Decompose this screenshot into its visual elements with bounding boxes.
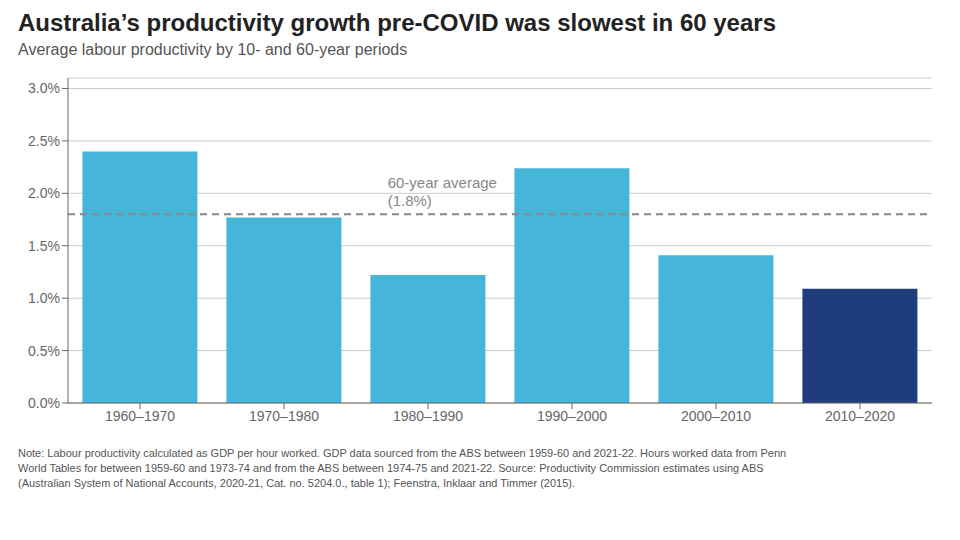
svg-text:0.0%: 0.0% (28, 395, 60, 411)
svg-text:1.5%: 1.5% (28, 238, 60, 254)
svg-text:2010–2020: 2010–2020 (825, 408, 895, 424)
html-text:Note: Labour productivity calc: Note: Labour productivity calculated as … (18, 447, 787, 459)
svg-text:2000–2010: 2000–2010 (681, 408, 751, 424)
svg-text:0.5%: 0.5% (28, 343, 60, 359)
svg-text:1960–1970: 1960–1970 (105, 408, 175, 424)
svg-text:3.0%: 3.0% (28, 80, 60, 96)
svg-text:60-year average(1.8%): 60-year average(1.8%) (388, 174, 497, 209)
html-text:Average labour productivity by: Average labour productivity by 10- and 6… (18, 41, 408, 58)
svg-text:1.0%: 1.0% (28, 290, 60, 306)
html-text:Australia’s productivity growt: Australia’s productivity growth pre-COVI… (18, 9, 776, 36)
svg-text:1970–1980: 1970–1980 (249, 408, 319, 424)
svg-text:2.5%: 2.5% (28, 133, 60, 149)
html-text:World Tables for between 1959-: World Tables for between 1959-60 and 197… (18, 462, 764, 474)
svg-text:1990–2000: 1990–2000 (537, 408, 607, 424)
svg-text:1980–1990: 1980–1990 (393, 408, 463, 424)
svg-text:2.0%: 2.0% (28, 185, 60, 201)
html-text:(Australian System of National: (Australian System of National Accounts,… (18, 477, 575, 489)
